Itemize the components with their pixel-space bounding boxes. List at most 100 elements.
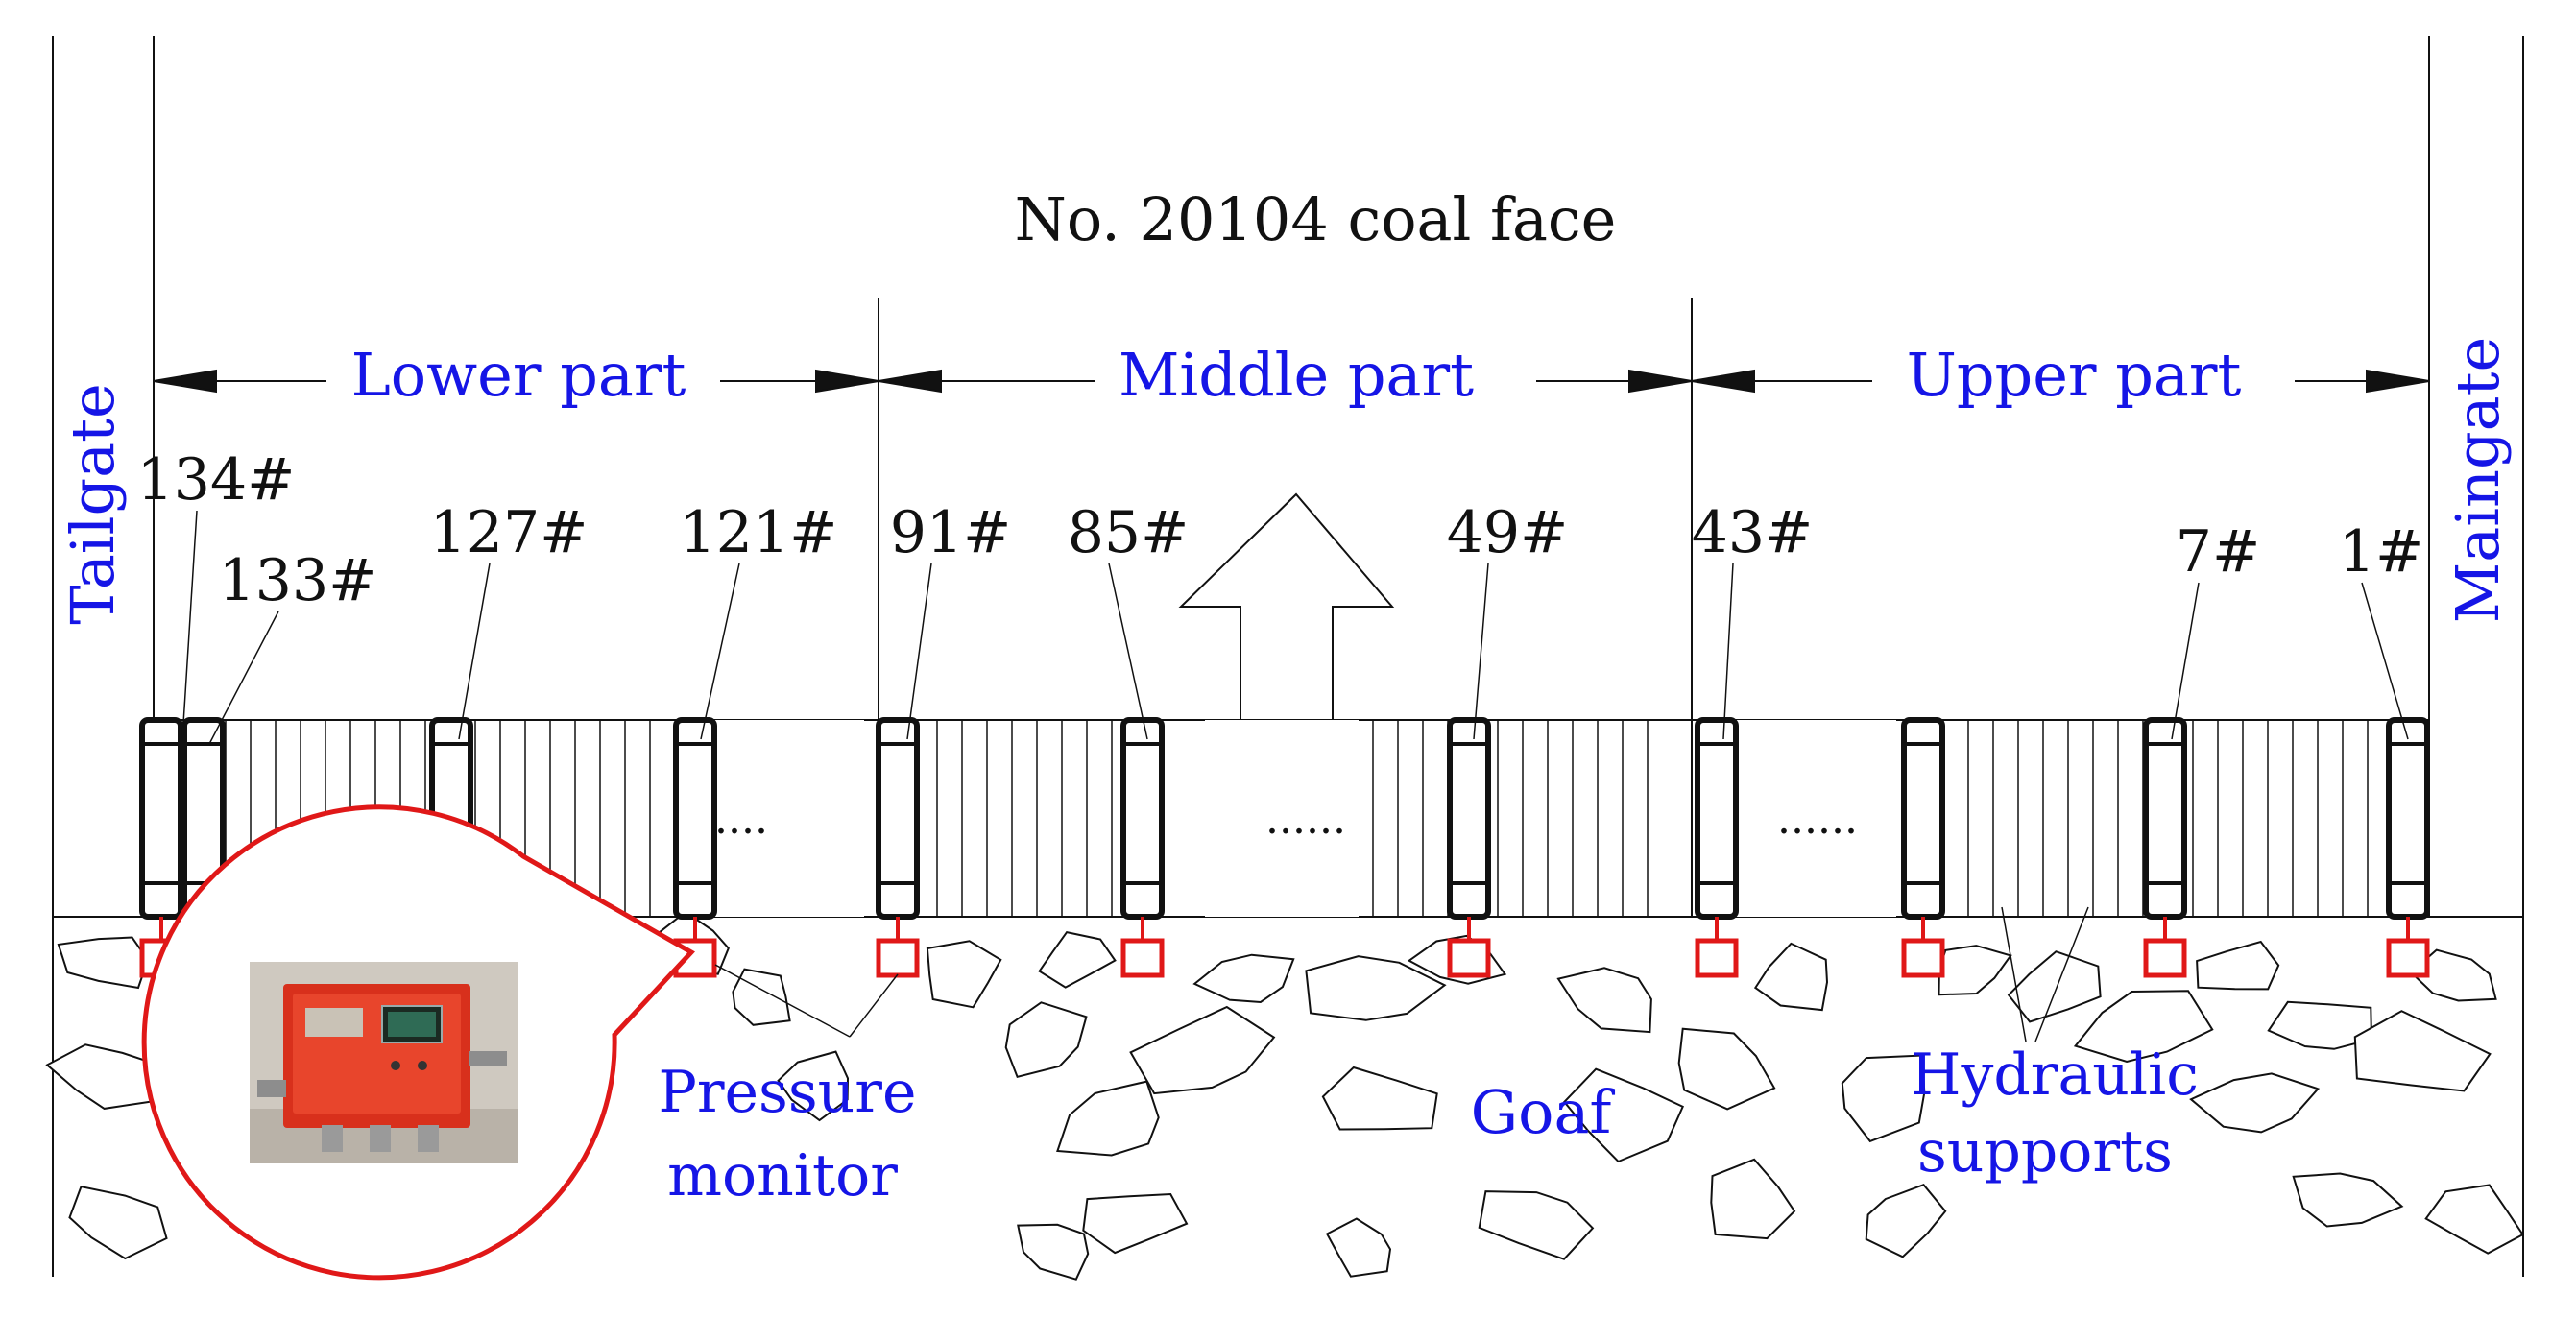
support-leader	[906, 563, 932, 740]
support-frame	[1447, 717, 1491, 920]
upper-part-arrowhead-left	[1691, 369, 1755, 394]
support-leader-lines	[181, 510, 2409, 745]
lower-part-arrowhead-left	[153, 369, 217, 394]
goaf-rock	[1938, 945, 2012, 996]
advance-direction-arrow-icon	[1178, 492, 1395, 721]
support-leader	[1473, 563, 1489, 740]
support-leader	[2171, 582, 2200, 740]
support-leader	[181, 510, 198, 740]
tailgate-label: Tailgate	[58, 383, 128, 624]
support-number-label: 127#	[430, 499, 589, 566]
middle-part-arrowhead-left	[878, 369, 942, 394]
upper-part-arrowhead-right	[2366, 369, 2430, 394]
strip-gap-lower	[691, 720, 864, 917]
pressure-monitor-icon	[2143, 938, 2187, 978]
support-leader	[2361, 582, 2409, 740]
goaf-rock	[2073, 990, 2214, 1064]
monitored-support	[876, 717, 920, 978]
hydraulic-label-line1: Hydraulic	[1911, 1042, 2199, 1109]
support-number-label: 85#	[1068, 499, 1190, 566]
support-leader	[1722, 563, 1734, 740]
goaf-rock	[732, 968, 791, 1026]
goaf-rock	[1321, 1066, 1438, 1131]
support-frame	[139, 717, 183, 920]
support-number-label: 1#	[2339, 518, 2423, 586]
ellipsis-middle: ......	[1265, 795, 1346, 844]
goaf-rock	[2292, 1172, 2404, 1228]
pressure-monitor-icon	[1447, 938, 1491, 978]
monitored-support	[1447, 717, 1491, 978]
goaf-rock	[1129, 1005, 1276, 1095]
monitored-support	[1695, 717, 1739, 978]
support-leader	[458, 563, 491, 740]
monitored-support	[1901, 717, 1945, 978]
goaf-rock	[2424, 1184, 2525, 1255]
device-screen-glow	[388, 1012, 436, 1037]
device-nameplate	[305, 1008, 363, 1037]
annotation-leader-lines	[714, 906, 2089, 1042]
hydraulic-leader-2	[2034, 906, 2089, 1042]
goaf-rock	[1753, 942, 1829, 1012]
goaf-rock	[1004, 1001, 1088, 1078]
goaf-rock	[1038, 930, 1117, 989]
monitored-support	[2143, 717, 2187, 978]
goaf-rock	[1017, 1223, 1090, 1281]
pressure-monitor-device-photo	[250, 962, 518, 1163]
upper-part-label: Upper part	[1907, 340, 2242, 410]
lower-part-arrowhead-right	[815, 369, 879, 394]
pressure-monitor-icon	[1901, 938, 1945, 978]
strip-gap-middle	[1205, 720, 1359, 917]
device-button-1	[391, 1061, 400, 1070]
ellipsis-upper: ......	[1777, 795, 1858, 844]
device-button-2	[418, 1061, 427, 1070]
support-frame	[1695, 717, 1739, 920]
hydraulic-label-line2: supports	[1917, 1118, 2173, 1186]
monitored-support	[673, 717, 717, 978]
device-bottom-port-3	[418, 1125, 439, 1152]
goaf-rock	[1841, 1054, 1926, 1143]
pressure-monitor-leader-2	[849, 973, 899, 1038]
middle-part-arrowhead-right	[1628, 369, 1693, 394]
goaf-rock	[1710, 1158, 1796, 1240]
goaf-rock	[1056, 1080, 1160, 1157]
diagram-title: No. 20104 coal face	[1015, 184, 1617, 254]
goaf-rock	[1305, 955, 1447, 1021]
support-number-labels: 134# 133# 127# 121# 91# 85# 49# 43# 7# 1#	[137, 446, 2424, 614]
goaf-rock	[2196, 940, 2280, 991]
support-frame	[1120, 717, 1165, 920]
goaf-rock	[1325, 1217, 1392, 1278]
pressure-monitor-icon	[2386, 938, 2430, 978]
pressure-monitor-icon	[1695, 938, 1739, 978]
support-leader	[1108, 563, 1148, 740]
device-left-port	[257, 1080, 286, 1097]
support-frame	[1901, 717, 1945, 920]
support-number-label: 91#	[890, 499, 1012, 566]
support-number-label: 133#	[219, 547, 377, 614]
device-bottom-port-1	[322, 1125, 343, 1152]
maingate-label: Maingate	[2443, 337, 2513, 623]
goaf-rock	[57, 936, 150, 990]
support-leader	[208, 611, 279, 745]
goaf-rock	[68, 1185, 168, 1260]
device-right-port	[469, 1051, 507, 1066]
support-frame	[673, 717, 717, 920]
support-frame	[2386, 717, 2430, 920]
goaf-rock	[2189, 1072, 2321, 1134]
goaf-rock	[1677, 1027, 1776, 1111]
goaf-rock	[2007, 950, 2102, 1023]
goaf-rock	[2267, 1000, 2373, 1050]
support-number-label: 7#	[2176, 518, 2260, 586]
device-bottom-port-2	[370, 1125, 391, 1152]
goaf-rock	[1478, 1190, 1595, 1260]
support-leader	[700, 563, 740, 740]
goaf-rock	[777, 1050, 850, 1122]
part-dimension-arrows	[153, 369, 2430, 394]
goaf-rock	[1556, 967, 1652, 1034]
goaf-rock	[2353, 1010, 2492, 1092]
pressure-monitor-callout	[141, 804, 695, 1281]
pressure-monitor-icon	[1120, 938, 1165, 978]
hydraulic-leader-1	[2001, 906, 2027, 1042]
goaf-rock	[1865, 1184, 1947, 1258]
